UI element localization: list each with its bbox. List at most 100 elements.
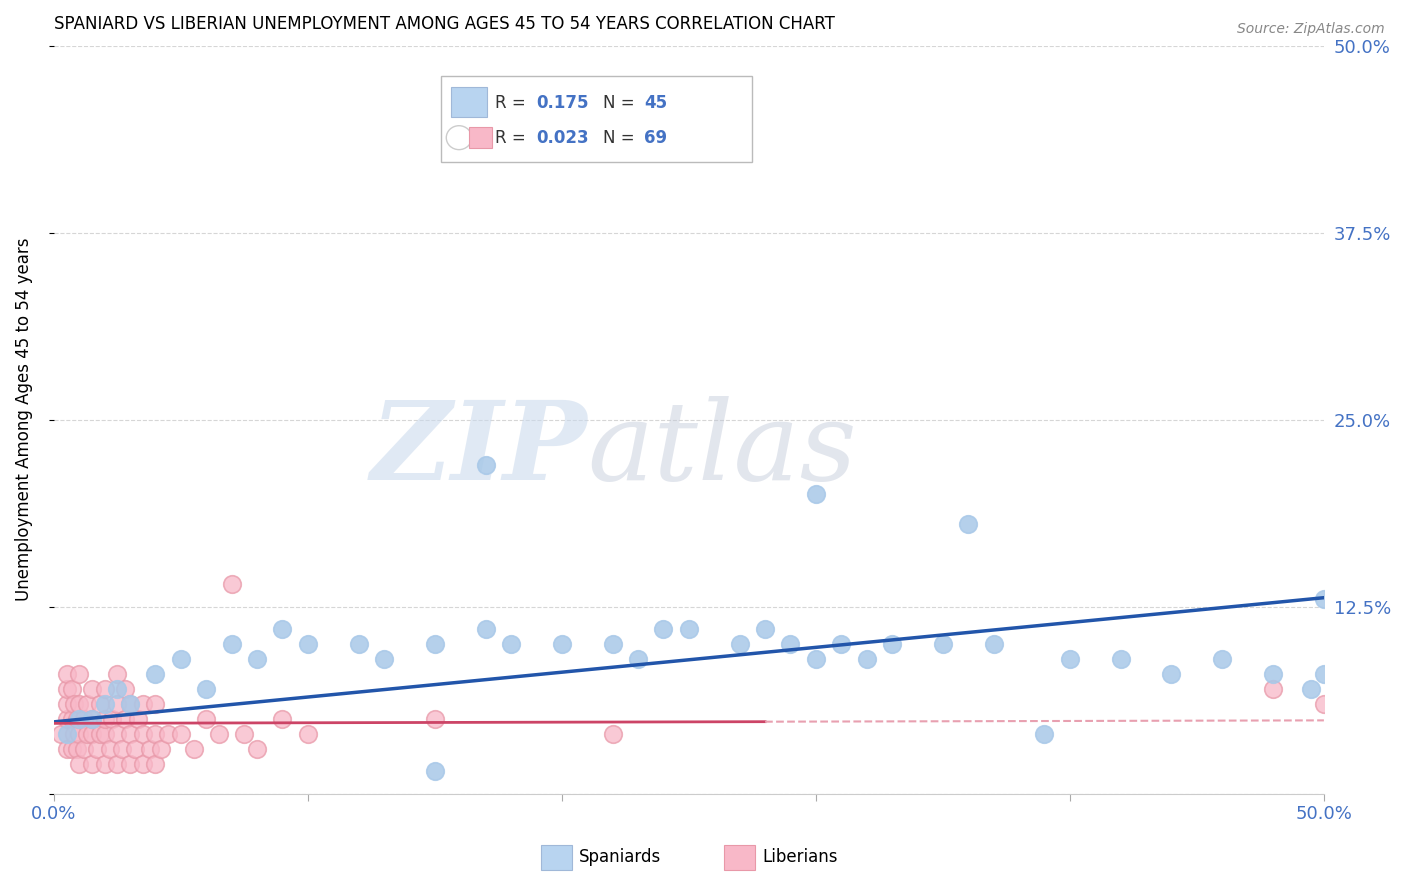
- Point: [932, 637, 955, 651]
- Point: [89, 697, 111, 711]
- Point: [652, 622, 675, 636]
- Point: [118, 697, 141, 711]
- Point: [93, 697, 115, 711]
- Point: [1261, 681, 1284, 696]
- Point: [132, 756, 155, 771]
- Point: [728, 637, 751, 651]
- Point: [105, 756, 128, 771]
- Point: [1313, 592, 1336, 607]
- Point: [221, 577, 243, 591]
- Point: [195, 712, 218, 726]
- Point: [80, 681, 103, 696]
- Point: [423, 764, 446, 779]
- Point: [89, 727, 111, 741]
- Point: [779, 637, 801, 651]
- Point: [149, 741, 172, 756]
- Point: [118, 756, 141, 771]
- Point: [208, 727, 231, 741]
- Point: [271, 712, 294, 726]
- Point: [60, 741, 83, 756]
- Point: [195, 681, 218, 696]
- Point: [297, 727, 319, 741]
- Point: [1301, 681, 1323, 696]
- Ellipse shape: [446, 126, 471, 150]
- Point: [93, 712, 115, 726]
- Point: [1211, 652, 1233, 666]
- Text: Source: ZipAtlas.com: Source: ZipAtlas.com: [1237, 22, 1385, 37]
- Point: [66, 712, 89, 726]
- Point: [55, 741, 77, 756]
- Point: [66, 741, 89, 756]
- Point: [347, 637, 370, 651]
- Point: [1160, 667, 1182, 681]
- Point: [55, 681, 77, 696]
- Text: 69: 69: [644, 128, 668, 146]
- Point: [855, 652, 877, 666]
- Text: SPANIARD VS LIBERIAN UNEMPLOYMENT AMONG AGES 45 TO 54 YEARS CORRELATION CHART: SPANIARD VS LIBERIAN UNEMPLOYMENT AMONG …: [53, 15, 835, 33]
- Point: [63, 697, 86, 711]
- Point: [105, 727, 128, 741]
- Text: Spaniards: Spaniards: [579, 848, 661, 866]
- Point: [55, 667, 77, 681]
- Point: [60, 681, 83, 696]
- Point: [111, 741, 134, 756]
- Point: [127, 712, 149, 726]
- Point: [80, 756, 103, 771]
- Point: [474, 458, 496, 472]
- Point: [67, 756, 90, 771]
- Point: [76, 697, 98, 711]
- Point: [73, 712, 96, 726]
- Point: [183, 741, 205, 756]
- Text: R =: R =: [495, 128, 530, 146]
- Point: [105, 681, 128, 696]
- Text: R =: R =: [495, 95, 530, 112]
- Text: 0.175: 0.175: [537, 95, 589, 112]
- Point: [80, 712, 103, 726]
- Point: [55, 712, 77, 726]
- Point: [754, 622, 776, 636]
- Point: [830, 637, 852, 651]
- Point: [67, 667, 90, 681]
- Point: [246, 741, 269, 756]
- Point: [423, 637, 446, 651]
- Point: [602, 727, 624, 741]
- Point: [67, 712, 90, 726]
- Point: [124, 741, 146, 756]
- Point: [157, 727, 180, 741]
- Point: [145, 667, 167, 681]
- Point: [1033, 727, 1056, 741]
- FancyBboxPatch shape: [451, 87, 486, 117]
- Point: [80, 712, 103, 726]
- Text: 45: 45: [644, 95, 668, 112]
- Point: [55, 697, 77, 711]
- FancyBboxPatch shape: [441, 76, 752, 161]
- Point: [101, 712, 124, 726]
- Point: [474, 622, 496, 636]
- Point: [957, 517, 980, 532]
- Point: [145, 756, 167, 771]
- Point: [132, 727, 155, 741]
- Point: [60, 712, 83, 726]
- Text: Liberians: Liberians: [762, 848, 838, 866]
- Point: [105, 697, 128, 711]
- Point: [170, 727, 193, 741]
- Point: [114, 712, 136, 726]
- Point: [132, 697, 155, 711]
- Point: [51, 727, 73, 741]
- Point: [1261, 667, 1284, 681]
- Point: [118, 697, 141, 711]
- Point: [105, 667, 128, 681]
- Point: [423, 712, 446, 726]
- Text: N =: N =: [603, 128, 640, 146]
- Point: [627, 652, 650, 666]
- Point: [602, 637, 624, 651]
- Text: N =: N =: [603, 95, 640, 112]
- Point: [67, 727, 90, 741]
- Point: [98, 741, 121, 756]
- Point: [76, 727, 98, 741]
- Point: [1109, 652, 1132, 666]
- Point: [880, 637, 903, 651]
- Point: [373, 652, 395, 666]
- Point: [55, 727, 77, 741]
- Point: [246, 652, 269, 666]
